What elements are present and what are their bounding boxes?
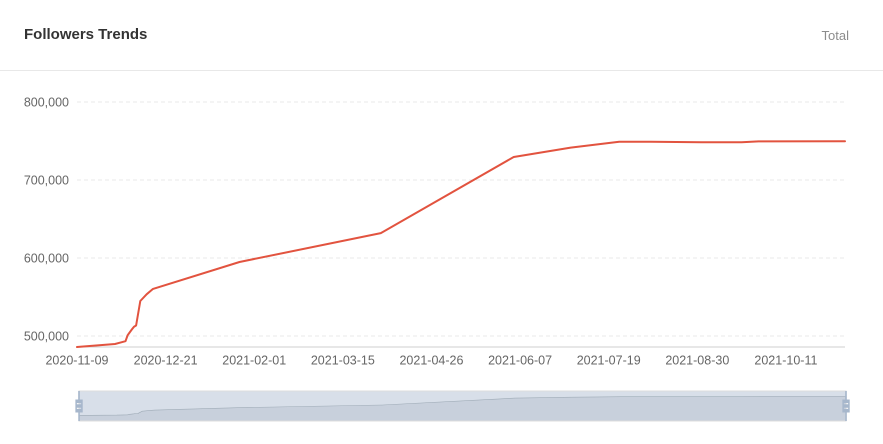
data-point [74,344,80,350]
data-point [739,139,745,145]
data-point [123,338,129,344]
y-tick-label: 800,000 [24,96,69,110]
x-tick-label: 2021-06-07 [488,354,552,368]
slider-data-shadow-line [78,396,846,416]
data-point [144,291,150,297]
data-point [842,138,848,144]
data-point [378,230,384,236]
panel-title: Followers Trends [24,26,148,43]
data-point [137,298,143,304]
data-point [568,145,574,151]
data-point [616,139,622,145]
total-filter[interactable]: Total [821,28,849,43]
data-point [648,139,654,145]
data-point [125,332,131,338]
y-tick-label: 700,000 [24,174,69,188]
data-point [511,154,517,160]
slider-handle-left[interactable] [75,391,83,421]
x-tick-label: 2021-04-26 [399,354,463,368]
x-tick-label: 2020-11-09 [45,354,108,368]
y-axis-labels: 500,000 600,000 700,000 800,000 [24,96,69,344]
x-axis-labels: 2020-11-09 2020-12-21 2021-02-01 2021-03-15… [45,354,817,368]
x-tick-label: 2021-03-15 [311,354,375,368]
slider-data-shadow-area [79,396,846,421]
x-tick-label: 2021-10-11 [754,354,817,368]
followers-series-line [76,140,846,348]
y-tick-label: 500,000 [24,330,69,344]
data-point [699,139,705,145]
x-tick-label: 2021-07-19 [577,354,641,368]
data-point [756,138,762,144]
data-point [112,341,118,347]
y-tick-label: 600,000 [24,252,69,266]
x-tick-label: 2021-08-30 [665,354,729,368]
x-tick-label: 2021-02-01 [222,354,286,368]
header-divider [0,70,883,71]
x-tick-label: 2020-12-21 [134,354,198,368]
y-gridlines [77,101,845,337]
slider-handle-right[interactable] [842,391,850,421]
data-points [74,138,848,350]
data-point [237,259,243,265]
slider-selected-range[interactable] [79,391,846,421]
data-zoom-slider[interactable] [75,390,850,422]
data-point [133,323,139,329]
data-point [150,286,156,292]
